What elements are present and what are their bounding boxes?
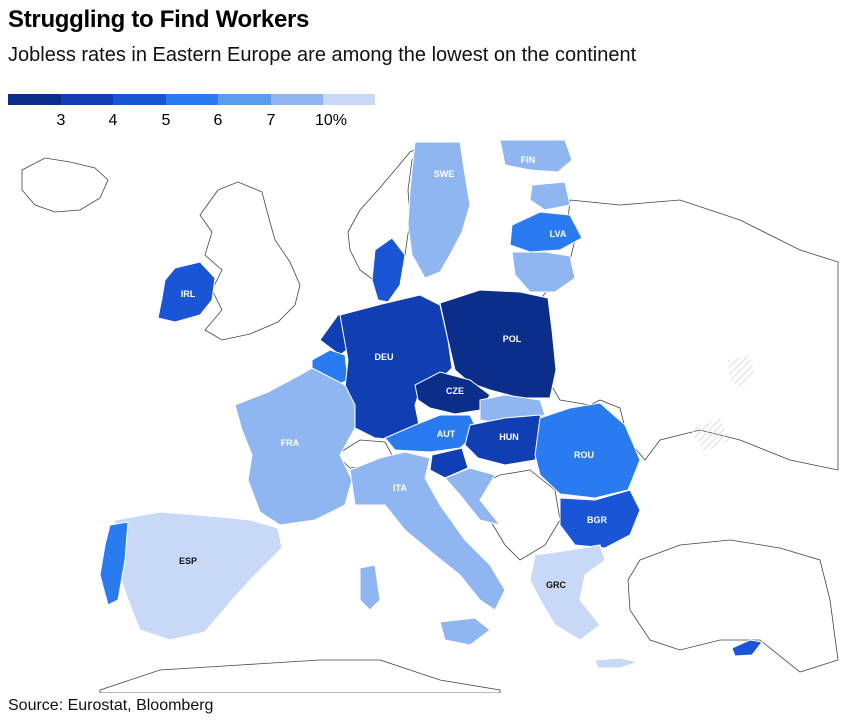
legend-swatch-1 (8, 94, 61, 105)
legend-swatch-2 (61, 94, 113, 105)
label-cze: CZE (446, 386, 464, 396)
legend-tick-6: 6 (213, 112, 223, 129)
label-irl: IRL (181, 289, 196, 299)
land-norway (347, 142, 431, 286)
disputed-area (728, 355, 755, 390)
country-rou (534, 402, 641, 499)
country-hun (464, 414, 546, 466)
country-pol (439, 289, 557, 399)
legend-swatch-5 (218, 94, 271, 105)
country-irl (157, 261, 216, 323)
label-deu: DEU (374, 352, 393, 362)
source-note: Source: Eurostat, Bloomberg (8, 697, 214, 714)
legend-swatch-6 (271, 94, 323, 105)
country-labels: SWE FIN LVA IRL POL DEU CZE FRA AUT HUN … (179, 155, 608, 590)
country-cyprus (731, 639, 763, 657)
country-est (529, 181, 571, 211)
country-ita (349, 451, 506, 611)
label-ita: ITA (393, 483, 407, 493)
country-hrv (444, 467, 502, 526)
land-africa (99, 659, 501, 693)
country-crete (594, 657, 640, 669)
label-esp: ESP (179, 556, 197, 566)
label-lva: LVA (550, 229, 567, 239)
legend-swatch-3 (113, 94, 166, 105)
country-dnk (371, 237, 406, 303)
country-swe (407, 141, 471, 279)
label-pol: POL (503, 334, 522, 344)
country-lva (509, 211, 583, 253)
legend-tick-4: 4 (108, 112, 118, 129)
land-balkans (467, 469, 561, 561)
country-ltu (511, 251, 576, 293)
label-fin: FIN (521, 155, 536, 165)
country-bgr (559, 489, 641, 549)
label-grc: GRC (546, 580, 567, 590)
disputed-area-2 (688, 418, 730, 452)
label-bgr: BGR (587, 515, 608, 525)
country-sardinia (359, 564, 381, 611)
country-esp (109, 511, 283, 641)
label-aut: AUT (437, 429, 456, 439)
chart-title: Struggling to Find Workers (8, 6, 310, 33)
color-legend: 3 4 5 6 7 10% (8, 94, 378, 134)
land-iceland (21, 157, 109, 213)
land-britain (199, 181, 301, 341)
background-landmasses (21, 142, 839, 693)
land-turkey (627, 539, 839, 673)
legend-swatch-4 (166, 94, 218, 105)
legend-swatch-7 (323, 94, 375, 105)
legend-tick-7: 7 (266, 112, 276, 129)
label-swe: SWE (434, 169, 455, 179)
country-sicily (439, 617, 491, 646)
countries (99, 139, 763, 669)
label-rou: ROU (574, 450, 594, 460)
legend-tick-10: 10% (314, 112, 348, 129)
country-prt (99, 521, 129, 606)
country-grc (529, 544, 606, 641)
label-hun: HUN (499, 432, 519, 442)
country-fin (499, 139, 573, 173)
chart-subtitle: Jobless rates in Eastern Europe are amon… (8, 44, 637, 66)
label-fra: FRA (281, 438, 300, 448)
legend-tick-5: 5 (161, 112, 171, 129)
europe-map: SWE FIN LVA IRL POL DEU CZE FRA AUT HUN … (21, 139, 839, 693)
legend-tick-3: 3 (56, 112, 66, 129)
